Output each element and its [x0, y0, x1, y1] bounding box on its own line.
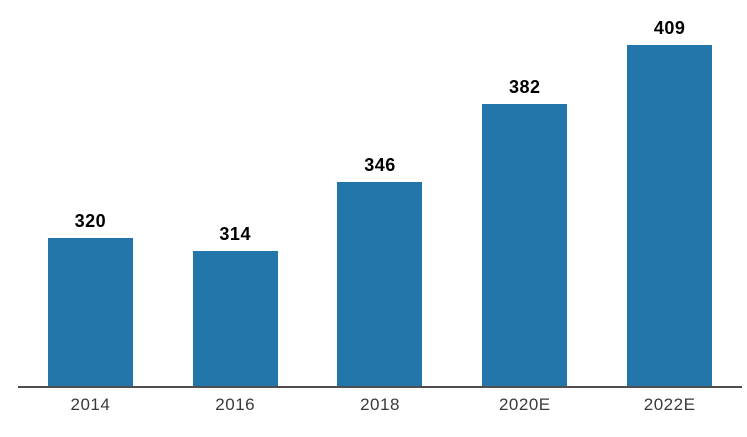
x-axis-labels: 2014 2016 2018 2020E 2022E [18, 395, 742, 415]
x-axis-tick-label: 2014 [70, 395, 111, 414]
bar [337, 181, 423, 386]
plot-area: 320 314 346 382 409 [18, 10, 742, 386]
bar [627, 44, 713, 386]
x-axis-tick-label: 2016 [215, 395, 256, 414]
x-axis-tick-label: 2020E [498, 395, 551, 414]
x-axis-tick-label: 2022E [643, 395, 696, 414]
bar [47, 238, 133, 386]
bar-value-label: 314 [219, 224, 251, 245]
bar-value-label: 409 [653, 17, 686, 38]
bar-group: 346 [308, 10, 453, 386]
bar-group: 382 [452, 10, 597, 386]
bar-value-label: 320 [74, 211, 107, 232]
bar-value-label: 382 [509, 76, 541, 97]
bar-group: 320 [18, 10, 163, 386]
bar [482, 103, 568, 386]
bar [192, 251, 278, 386]
bar-value-label: 346 [364, 154, 396, 175]
bar-group: 314 [163, 10, 308, 386]
x-axis-line [18, 386, 742, 388]
bar-group: 409 [597, 10, 742, 386]
x-axis-tick-label: 2018 [360, 395, 400, 414]
